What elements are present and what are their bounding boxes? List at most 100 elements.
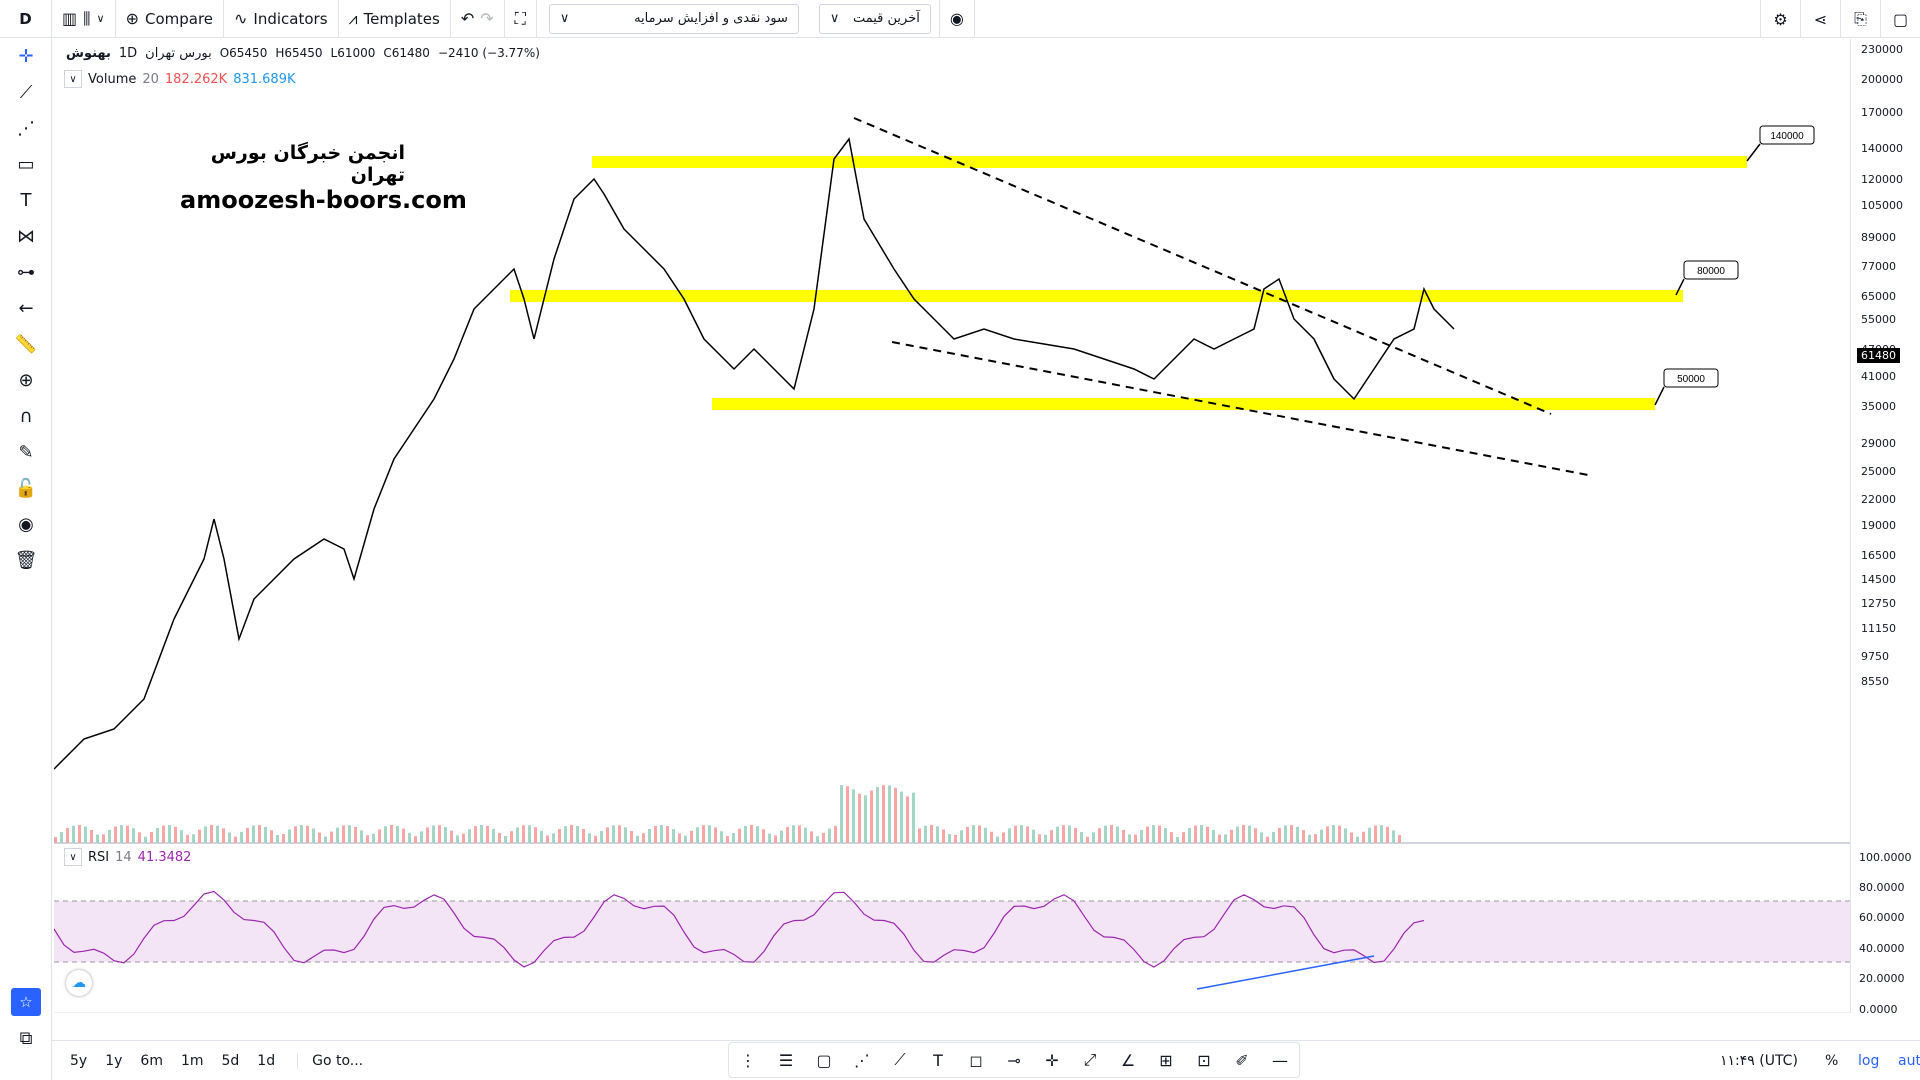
- compare-label: Compare: [144, 9, 214, 28]
- volume-bar: [384, 826, 387, 843]
- volume-bar: [762, 829, 765, 843]
- indicators-button[interactable]: ∿ Indicators: [224, 0, 339, 38]
- cross-icon[interactable]: ✛: [1045, 1050, 1059, 1070]
- bars-icon: ⫼: [83, 8, 91, 28]
- pattern-icon[interactable]: ⋈: [17, 225, 35, 247]
- volume-bar: [1212, 830, 1215, 843]
- volume-bar: [396, 825, 399, 843]
- range-button-6m[interactable]: 6m: [140, 1052, 163, 1069]
- trash-icon[interactable]: 🗑: [14, 549, 38, 571]
- price-tick-label: 16500: [1861, 549, 1896, 562]
- callout-box: [1759, 125, 1815, 145]
- extended-line-icon[interactable]: ⤢: [1083, 1050, 1097, 1069]
- settings-gear-icon[interactable]: ⚙: [1760, 0, 1800, 38]
- angle-icon[interactable]: ∠: [1120, 1050, 1136, 1070]
- volume-bar: [168, 825, 171, 843]
- volume-bar: [486, 825, 489, 843]
- watermark-persian: انجمن خبرگان بورس تهران: [210, 142, 405, 186]
- crosshair-icon[interactable]: ✛: [18, 45, 34, 67]
- rectangle-icon[interactable]: ▢: [816, 1050, 832, 1070]
- zoom-icon[interactable]: ⊕: [18, 369, 34, 391]
- text-icon[interactable]: T: [20, 189, 32, 211]
- horizontal-ray-icon[interactable]: ⊸: [1007, 1050, 1021, 1070]
- volume-bar: [1020, 825, 1023, 843]
- layers-icon[interactable]: ⧉: [19, 1027, 33, 1049]
- eye-icon[interactable]: ◉: [18, 513, 34, 535]
- redo-icon[interactable]: ↷: [480, 9, 494, 28]
- channel-icon[interactable]: ⋰: [854, 1050, 870, 1070]
- volume-bar: [1092, 832, 1095, 843]
- range-button-1m[interactable]: 1m: [180, 1052, 204, 1069]
- text-icon[interactable]: T: [933, 1050, 943, 1070]
- volume-bar: [1170, 832, 1173, 843]
- volume-bar: [270, 830, 273, 843]
- volume-bar: [1266, 836, 1269, 843]
- interval-button[interactable]: D: [0, 0, 52, 38]
- collapse-chevron-icon[interactable]: ∨: [64, 70, 82, 88]
- price-tick-label: 200000: [1861, 73, 1903, 86]
- volume-bar: [648, 828, 651, 843]
- undo-icon[interactable]: ↶: [460, 9, 475, 28]
- snapshot-icon[interactable]: ⎘: [1840, 0, 1880, 38]
- chart-style-button[interactable]: ▥ ⫼ ∨: [52, 0, 116, 38]
- templates-button[interactable]: ⩘ Templates: [339, 0, 451, 38]
- auto-toggle[interactable]: auto: [1898, 1052, 1920, 1069]
- range-button-1d[interactable]: 1d: [257, 1052, 276, 1069]
- volume-bar: [630, 831, 633, 843]
- collapse-chevron-icon[interactable]: ∨: [64, 848, 82, 866]
- callout-icon[interactable]: ◻: [969, 1050, 983, 1070]
- price-scale[interactable]: 230000 200000 170000 140000 120000 105000 8900…: [1850, 39, 1920, 1016]
- volume-bar: [324, 836, 327, 843]
- volume-bar: [786, 827, 789, 843]
- lock-icon[interactable]: 🔓: [14, 477, 38, 499]
- horizontal-lines-icon[interactable]: ☰: [778, 1050, 794, 1070]
- range-button-5y[interactable]: 5y: [70, 1052, 88, 1069]
- range-button-1y[interactable]: 1y: [105, 1052, 123, 1069]
- compare-button[interactable]: ⊕ Compare: [116, 0, 225, 38]
- log-toggle[interactable]: log: [1858, 1052, 1880, 1069]
- volume-bar: [90, 830, 93, 843]
- volume-bar: [720, 831, 723, 843]
- fib-icon[interactable]: ⋰: [17, 117, 35, 139]
- ruler-icon[interactable]: 📏: [14, 333, 38, 355]
- pencil-line-icon[interactable]: ✐: [1235, 1050, 1249, 1070]
- volume-bar: [894, 787, 897, 843]
- grid-icon[interactable]: ⊡: [1197, 1050, 1211, 1070]
- visibility-button[interactable]: ◉: [938, 0, 975, 38]
- volume-bar: [936, 826, 939, 843]
- volume-period: 20: [142, 71, 159, 87]
- range-button-5d[interactable]: 5d: [221, 1052, 240, 1069]
- volume-bar: [1074, 827, 1077, 843]
- fullscreen-button[interactable]: ⛶: [505, 0, 537, 38]
- volume-bar: [462, 833, 465, 843]
- utc-time[interactable]: ۱۱:۴۹ (UTC): [1720, 1052, 1798, 1069]
- back-arrow-icon[interactable]: ←: [18, 297, 34, 319]
- drag-handle-icon[interactable]: ⋮: [740, 1050, 756, 1070]
- dividends-dropdown[interactable]: ∨ سود نقدی و افزایش سرمایه: [548, 3, 799, 34]
- magnet-icon[interactable]: ∩: [19, 405, 33, 427]
- prediction-icon[interactable]: ⊶: [17, 261, 35, 283]
- volume-bar: [1272, 831, 1275, 843]
- volume-bar: [258, 825, 261, 843]
- rectangle-icon[interactable]: ▭: [17, 153, 35, 175]
- price-chart[interactable]: 1400008000050000SepNov2020MarMayJulSepNo…: [54, 39, 1850, 1013]
- volume-bar: [300, 825, 303, 843]
- pencil-lock-icon[interactable]: ✎: [18, 441, 34, 463]
- layout-icon[interactable]: ▢: [1880, 0, 1920, 38]
- share-icon[interactable]: ⋖: [1800, 0, 1840, 38]
- rsi-legend: ∨ RSI 14 41.3482: [64, 848, 191, 866]
- goto-button[interactable]: Go to...: [297, 1052, 371, 1069]
- price-dropdown[interactable]: ∨ آخرین قیمت: [818, 3, 931, 34]
- fib-retracement-icon[interactable]: ⊞: [1159, 1050, 1173, 1070]
- trend-line-icon[interactable]: ⟋: [19, 81, 33, 103]
- percent-toggle[interactable]: %: [1825, 1052, 1839, 1069]
- volume-bar: [732, 833, 735, 843]
- line-icon[interactable]: ⟋: [894, 1050, 906, 1069]
- volume-bar: [978, 825, 981, 843]
- volume-bar: [1188, 828, 1191, 843]
- volume-bar: [546, 835, 549, 843]
- resistance-band-80000: [510, 290, 1683, 302]
- volume-bar: [306, 825, 309, 843]
- star-icon[interactable]: ☆: [11, 988, 41, 1016]
- hline-icon[interactable]: —: [1272, 1050, 1288, 1070]
